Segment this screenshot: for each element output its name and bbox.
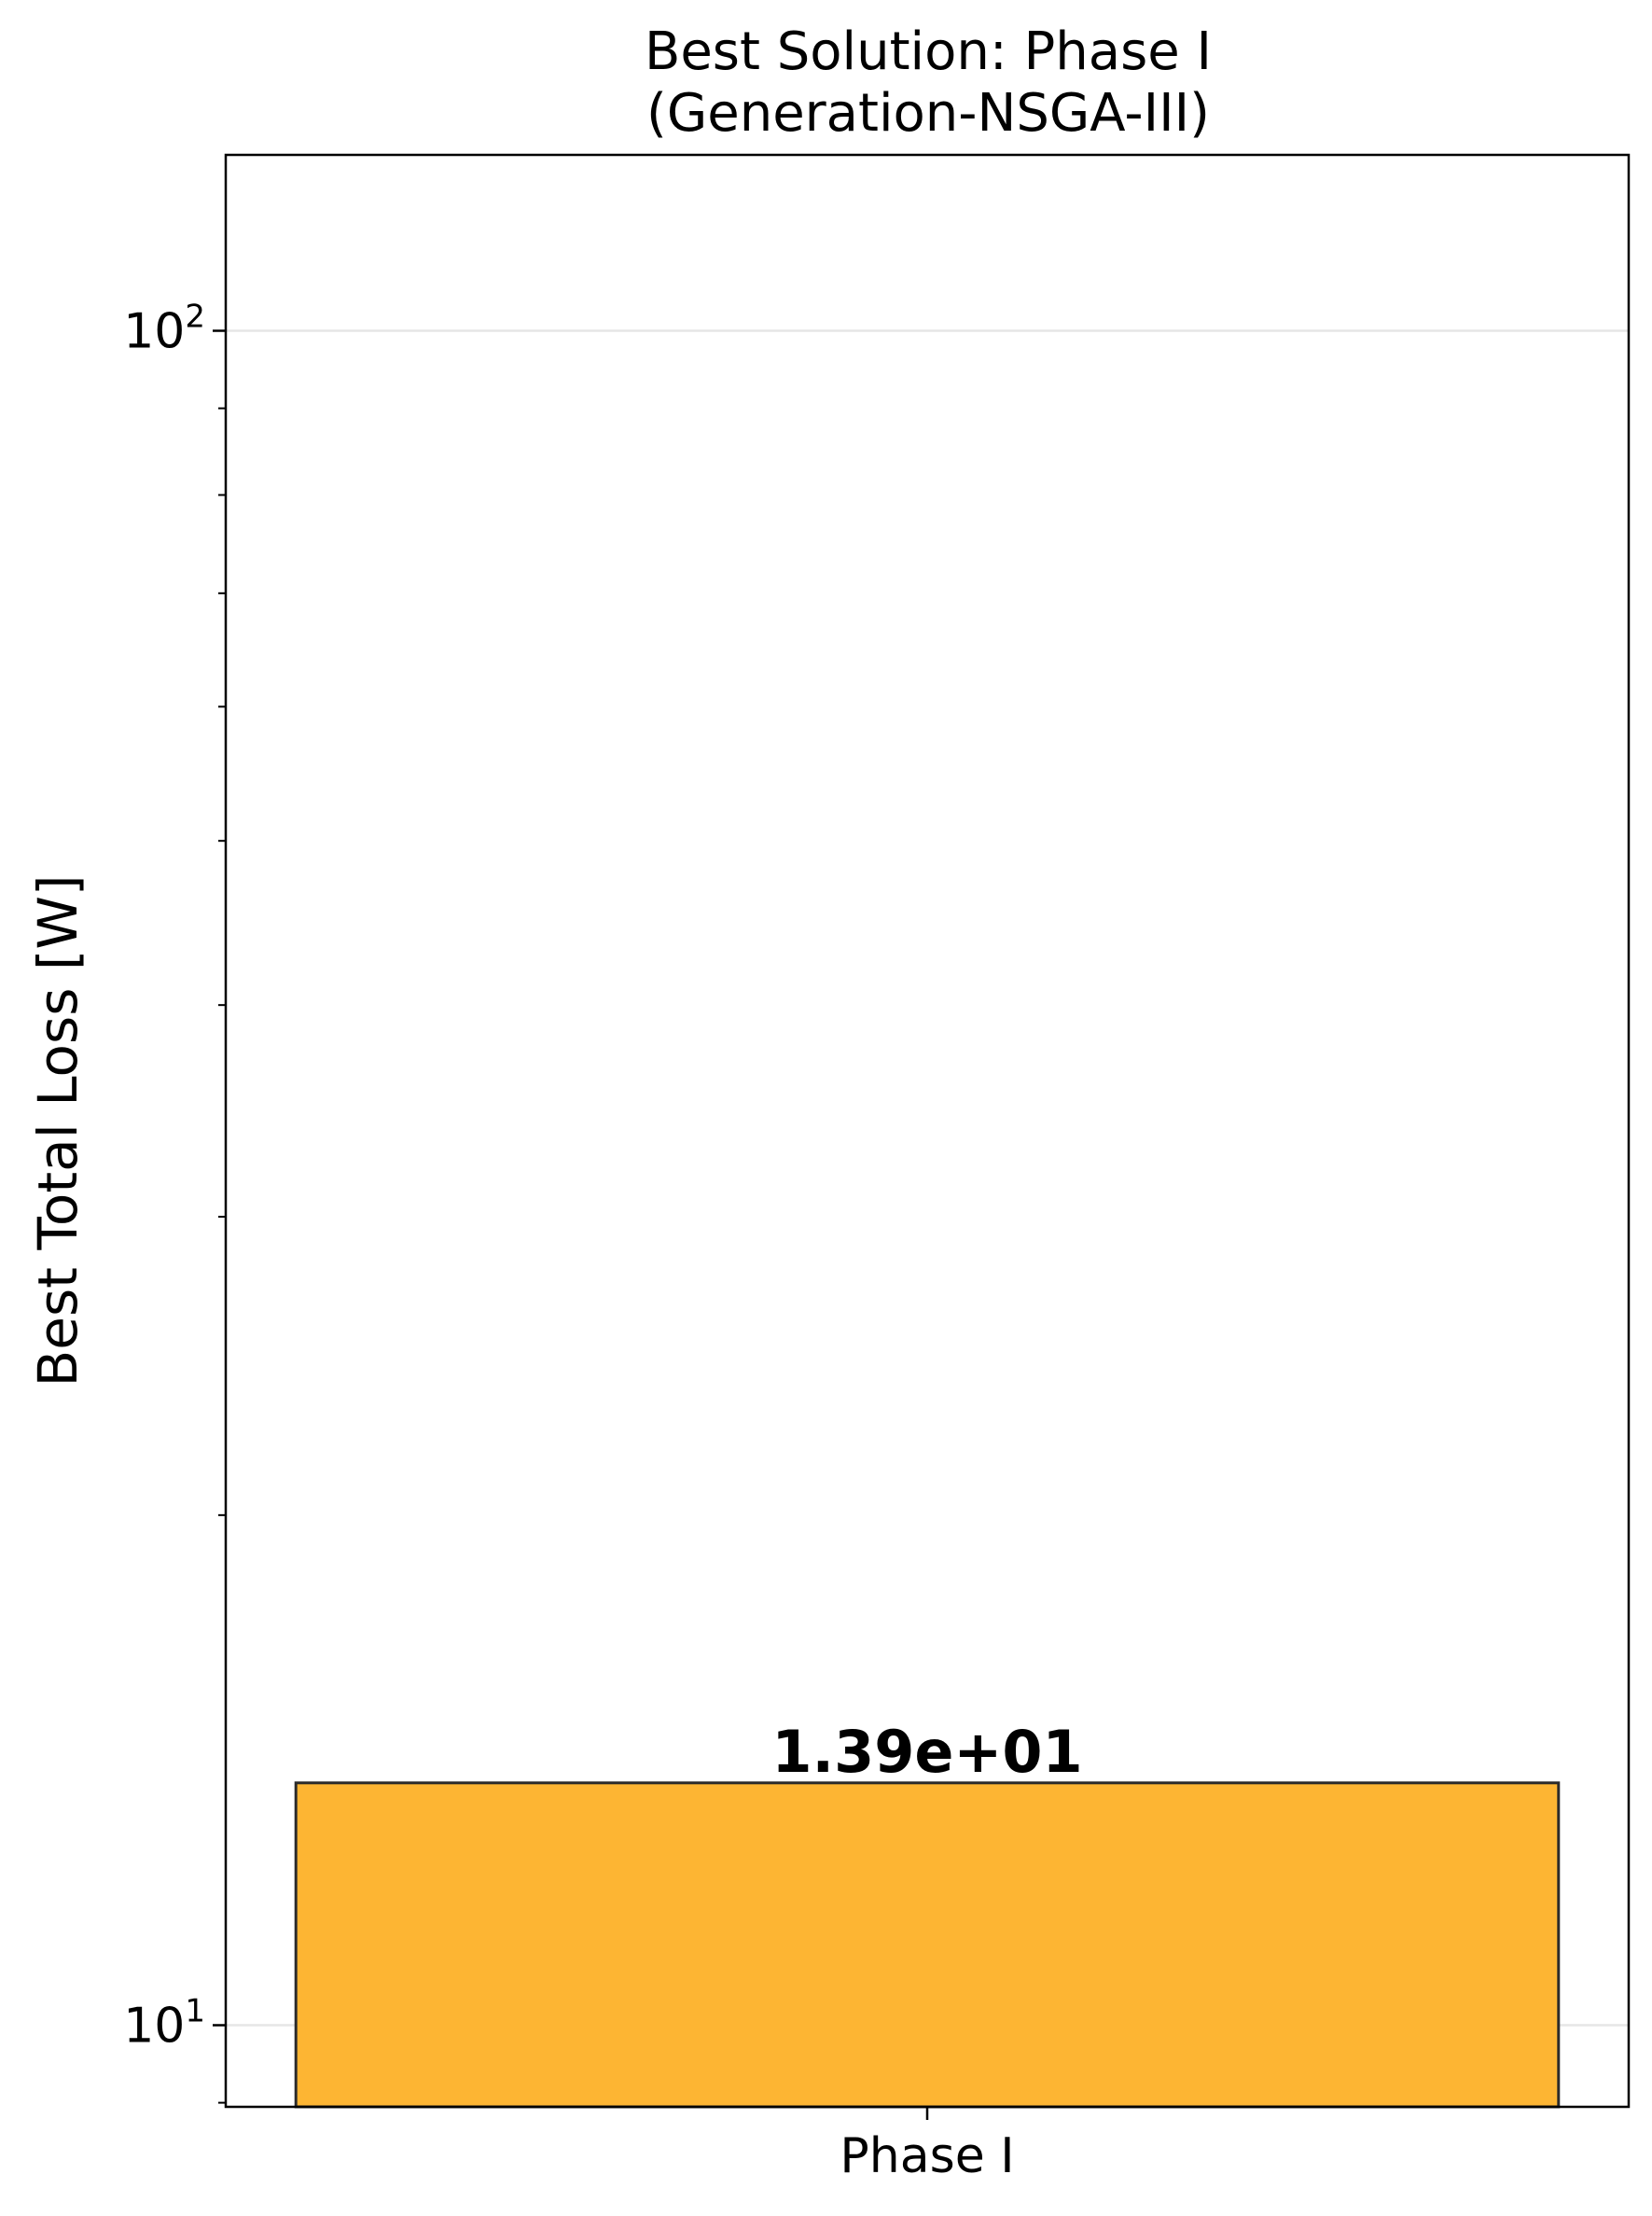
y-axis-label: Best Total Loss [W] bbox=[26, 874, 90, 1387]
bars-layer: 1.39e+01 bbox=[294, 1718, 1561, 2109]
y-tick-label-0: 101 bbox=[123, 1993, 205, 2055]
x-ticks-layer: Phase I bbox=[840, 2107, 1015, 2184]
bar-0 bbox=[294, 1781, 1561, 2109]
y-ticks-layer: 101 102 bbox=[123, 299, 226, 2104]
chart-title: Best Solution: Phase I bbox=[645, 21, 1212, 82]
bar-value-label-0: 1.39e+01 bbox=[771, 1718, 1082, 1786]
y-tick-label-1: 102 bbox=[123, 299, 205, 360]
chart-subtitle: (Generation-NSGA-III) bbox=[646, 83, 1210, 144]
x-tick-label-0: Phase I bbox=[840, 2128, 1014, 2184]
